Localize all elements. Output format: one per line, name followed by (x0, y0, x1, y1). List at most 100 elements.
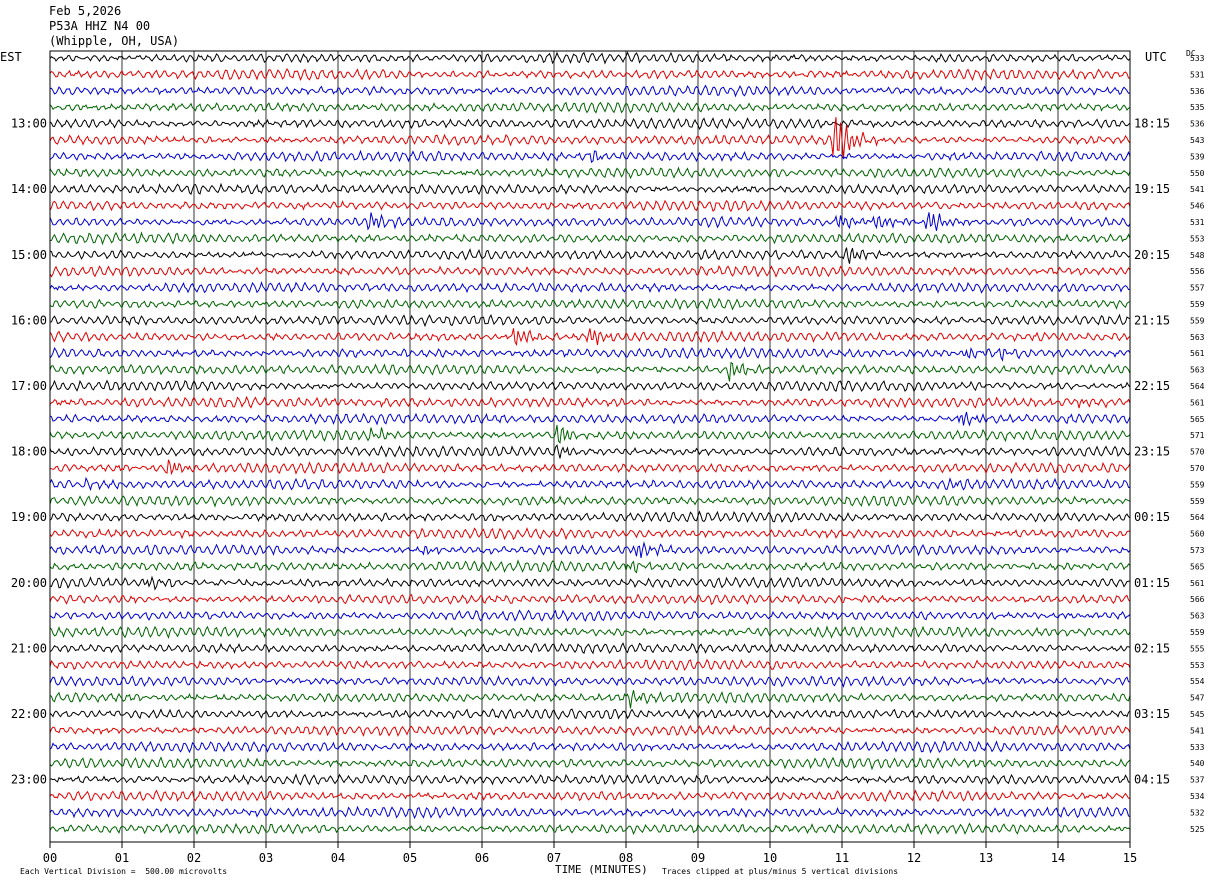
dc-offset-value: 537 (1190, 776, 1205, 785)
x-tick-label: 09 (691, 851, 705, 865)
left-hour-label: 17:00 (11, 379, 47, 393)
trace-line-47 (49, 822, 1131, 836)
dc-offset-value: 545 (1190, 710, 1205, 719)
x-tick-label: 14 (1051, 851, 1065, 865)
left-hour-label: 14:00 (11, 182, 47, 196)
x-tick-label: 01 (115, 851, 129, 865)
left-hour-label: 21:00 (11, 641, 47, 655)
dc-offset-value: 563 (1190, 612, 1205, 621)
right-hour-label: 22:15 (1134, 379, 1170, 393)
left-timezone-label: EST (0, 50, 22, 64)
dc-offset-value: 535 (1190, 103, 1205, 112)
trace-line-38 (49, 675, 1131, 688)
trace-line-39 (49, 690, 1131, 709)
dc-offset-value: 550 (1190, 169, 1205, 178)
trace-line-13 (49, 264, 1131, 278)
dc-offset-value: 546 (1190, 202, 1205, 211)
dc-offset-value: 539 (1190, 152, 1205, 161)
trace-line-9 (49, 199, 1131, 213)
x-tick-label: 13 (979, 851, 993, 865)
dc-offset-value: 548 (1190, 251, 1205, 260)
x-tick-label: 04 (331, 851, 345, 865)
left-hour-label: 15:00 (11, 248, 47, 262)
x-tick-label: 07 (547, 851, 561, 865)
trace-line-33 (49, 593, 1131, 606)
dc-offset-value: 564 (1190, 513, 1205, 522)
dc-offset-value: 571 (1190, 431, 1205, 440)
dc-offset-value: 564 (1190, 382, 1205, 391)
dc-offset-value: 533 (1190, 54, 1205, 63)
dc-offset-value: 559 (1190, 316, 1205, 325)
trace-line-11 (49, 231, 1131, 246)
dc-offset-label: DC (1186, 49, 1196, 58)
trace-line-42 (49, 740, 1131, 754)
right-hour-label: 02:15 (1134, 641, 1170, 655)
x-tick-label: 08 (619, 851, 633, 865)
x-tick-label: 06 (475, 851, 489, 865)
dc-offset-value: 566 (1190, 595, 1205, 604)
trace-line-46 (49, 805, 1131, 820)
trace-line-26 (49, 476, 1131, 492)
trace-line-5 (49, 117, 1131, 159)
trace-line-16 (49, 313, 1131, 328)
right-hour-label: 20:15 (1134, 248, 1170, 262)
dc-offset-value: 532 (1190, 808, 1205, 817)
trace-line-45 (49, 789, 1130, 803)
dc-offset-value: 561 (1190, 579, 1205, 588)
left-hour-label: 20:00 (11, 576, 47, 590)
x-tick-label: 12 (907, 851, 921, 865)
trace-line-23 (49, 424, 1131, 445)
right-hour-label: 23:15 (1134, 445, 1170, 459)
trace-line-2 (49, 84, 1131, 98)
left-hour-label: 16:00 (11, 313, 47, 327)
right-hour-label: 00:15 (1134, 510, 1170, 524)
x-tick-label: 02 (187, 851, 201, 865)
x-tick-label: 05 (403, 851, 417, 865)
dc-offset-value: 573 (1190, 546, 1205, 555)
dc-offset-value: 557 (1190, 284, 1205, 293)
dc-offset-value: 559 (1190, 628, 1205, 637)
trace-line-36 (49, 642, 1131, 655)
left-hour-label: 18:00 (11, 445, 47, 459)
trace-line-30 (49, 541, 1131, 558)
trace-line-1 (49, 68, 1131, 82)
x-tick-label: 11 (835, 851, 849, 865)
dc-offset-value: 547 (1190, 694, 1205, 703)
trace-line-32 (49, 575, 1131, 591)
dc-offset-value: 561 (1190, 349, 1205, 358)
dc-offset-value: 531 (1190, 70, 1205, 79)
right-hour-label: 01:15 (1134, 576, 1170, 590)
trace-line-25 (49, 459, 1131, 476)
dc-offset-value: 560 (1190, 530, 1205, 539)
trace-line-22 (49, 411, 1131, 427)
trace-line-21 (49, 395, 1131, 409)
dc-offset-value: 553 (1190, 234, 1205, 243)
header-location: (Whipple, OH, USA) (49, 34, 180, 48)
x-tick-label: 03 (259, 851, 273, 865)
trace-line-15 (49, 297, 1131, 311)
trace-line-28 (49, 510, 1131, 524)
trace-line-41 (49, 724, 1131, 737)
dc-offset-value: 536 (1190, 120, 1205, 129)
dc-offset-value: 554 (1190, 677, 1205, 686)
dc-offset-value: 531 (1190, 218, 1205, 227)
scale-footnote: Each Vertical Division = 500.00 microvol… (20, 867, 228, 876)
x-tick-label: 10 (763, 851, 777, 865)
dc-offset-value: 536 (1190, 87, 1205, 96)
dc-offset-value: 534 (1190, 792, 1205, 801)
dc-offset-value: 541 (1190, 185, 1205, 194)
dc-offset-value: 565 (1190, 415, 1205, 424)
left-hour-label: 22:00 (11, 707, 47, 721)
header-station: P53A HHZ N4 00 (49, 19, 151, 33)
dc-offset-value: 541 (1190, 726, 1205, 735)
dc-offset-value: 525 (1190, 825, 1205, 834)
trace-line-34 (49, 609, 1131, 622)
trace-line-29 (49, 527, 1131, 541)
dc-offset-value: 570 (1190, 448, 1205, 457)
trace-line-18 (49, 346, 1131, 362)
trace-line-6 (49, 149, 1131, 164)
trace-line-10 (49, 212, 1131, 231)
dc-offset-value: 559 (1190, 300, 1205, 309)
left-hour-label: 19:00 (11, 510, 47, 524)
